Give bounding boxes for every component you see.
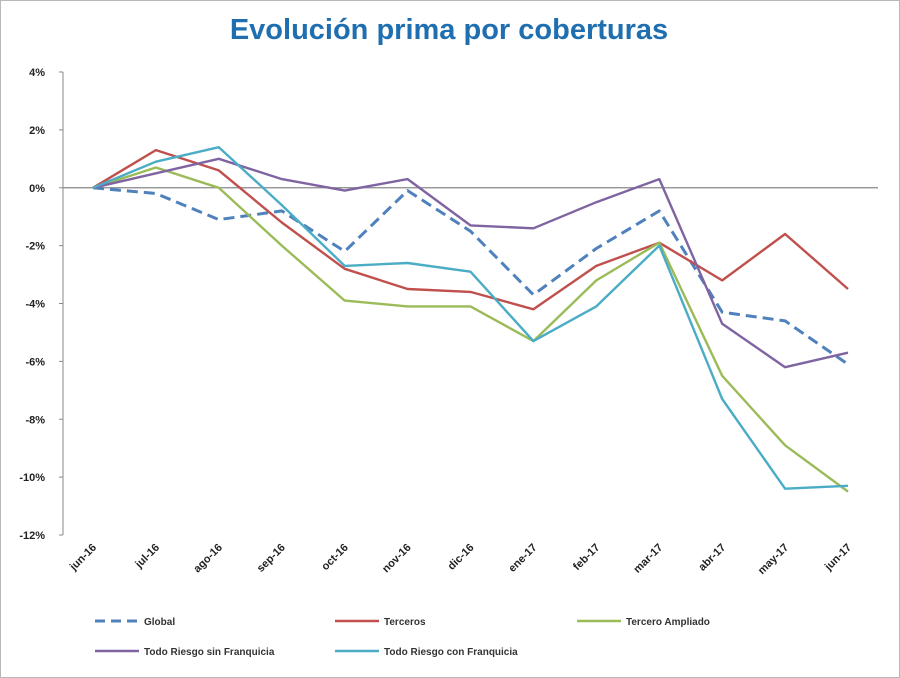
legend-item: Todo Riesgo sin Franquicia bbox=[95, 647, 275, 658]
y-axis: 4% 2% 0% -2% -4% -6% -8% -10% -12% bbox=[19, 67, 64, 542]
legend-item: Terceros bbox=[335, 617, 426, 628]
y-tick-label: 0% bbox=[29, 183, 45, 195]
y-tick-label: -10% bbox=[19, 472, 45, 484]
x-tick-label: may-17 bbox=[756, 542, 791, 577]
series-line-terceros bbox=[92, 148, 849, 311]
y-tick-label: -12% bbox=[19, 530, 45, 542]
y-tick-label: -2% bbox=[25, 241, 45, 253]
x-tick-label: mar-17 bbox=[631, 542, 665, 576]
legend: Global Terceros Tercero Ampliado Todo Riesg… bbox=[95, 617, 710, 658]
series-line-todo-riesgo-con-franquicia bbox=[92, 145, 849, 490]
y-tick-label: 4% bbox=[29, 67, 45, 79]
x-tick-label: jul-16 bbox=[133, 542, 163, 572]
legend-label: Todo Riesgo con Franquicia bbox=[384, 647, 518, 658]
series-line-todo-riesgo-sin-franquicia bbox=[92, 157, 849, 369]
legend-item: Global bbox=[95, 617, 175, 628]
y-tick-label: 2% bbox=[29, 125, 45, 137]
y-tick-label: -6% bbox=[25, 356, 45, 368]
x-tick-label: oct-16 bbox=[319, 542, 350, 573]
legend-label: Global bbox=[144, 617, 175, 628]
chart-title: Evolución prima por coberturas bbox=[229, 14, 669, 46]
series-lines bbox=[92, 145, 849, 493]
series-line-tercero-ampliado bbox=[92, 166, 849, 493]
legend-label: Terceros bbox=[384, 617, 426, 628]
x-axis: jun-16 jul-16 ago-16 sep-16 oct-16 nov-16 dic-… bbox=[63, 187, 878, 577]
x-tick-label: abr-17 bbox=[696, 542, 728, 574]
legend-item: Tercero Ampliado bbox=[577, 617, 710, 628]
x-tick-label: feb-17 bbox=[571, 542, 602, 573]
y-tick-label: -4% bbox=[25, 299, 45, 311]
legend-item: Todo Riesgo con Franquicia bbox=[335, 647, 518, 658]
x-tick-label: jun-16 bbox=[67, 542, 99, 574]
x-tick-label: nov-16 bbox=[380, 542, 414, 576]
legend-label: Tercero Ampliado bbox=[626, 617, 710, 628]
x-tick-label: jun-17 bbox=[822, 542, 854, 574]
x-tick-label: sep-16 bbox=[255, 542, 288, 575]
x-tick-label: ago-16 bbox=[191, 542, 225, 576]
x-tick-label: ene-17 bbox=[506, 542, 539, 575]
series-line-global bbox=[92, 186, 849, 366]
legend-label: Todo Riesgo sin Franquicia bbox=[144, 647, 275, 658]
y-tick-label: -8% bbox=[25, 414, 45, 426]
x-tick-label: dic-16 bbox=[446, 542, 477, 573]
